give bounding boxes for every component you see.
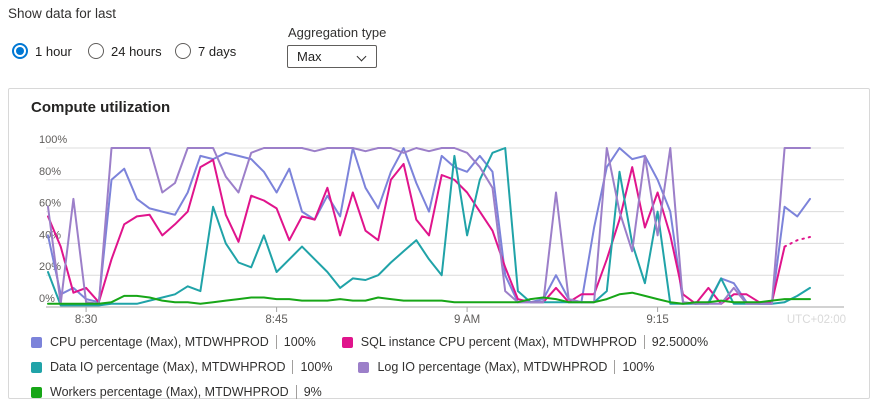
- chart-title: Compute utilization: [31, 99, 171, 116]
- legend-item-data-io[interactable]: Data IO percentage (Max), MTDWHPROD 100%: [31, 358, 332, 376]
- x-axis-label: 9:15: [646, 314, 668, 326]
- x-axis-label: 8:45: [265, 314, 287, 326]
- legend-value: 9%: [295, 385, 322, 399]
- aggregation-dropdown[interactable]: Max: [287, 45, 377, 68]
- compute-utilization-card: Compute utilization 0% 20% 40% 60% 80% 100% 8:…: [8, 88, 870, 399]
- legend-label: Data IO percentage (Max), MTDWHPROD: [50, 360, 286, 374]
- radio-button-icon[interactable]: [88, 43, 104, 59]
- legend-item-cpu-percentage[interactable]: CPU percentage (Max), MTDWHPROD 100%: [31, 333, 316, 351]
- y-axis-label: 0%: [39, 293, 55, 305]
- radio-1-hour[interactable]: 1 hour: [12, 41, 72, 61]
- legend-value: 100%: [292, 360, 332, 374]
- legend-value: 92.5000%: [643, 335, 708, 349]
- legend-item-log-io[interactable]: Log IO percentage (Max), MTDWHPROD 100%: [358, 358, 654, 376]
- data-io-series-swatch-icon: [31, 361, 42, 373]
- log-io-series-swatch-icon: [358, 361, 370, 373]
- radio-24-hours[interactable]: 24 hours: [88, 41, 162, 61]
- sql-cpu-series-swatch-icon: [341, 336, 353, 348]
- legend-value: 100%: [275, 335, 316, 349]
- aggregation-type-label: Aggregation type: [288, 25, 387, 40]
- y-axis-label: 100%: [39, 134, 67, 146]
- legend-label: CPU percentage (Max), MTDWHPROD: [50, 335, 269, 349]
- radio-7-days[interactable]: 7 days: [175, 41, 236, 61]
- x-axis-label: 9 AM: [454, 314, 480, 326]
- series-line: [47, 147, 811, 305]
- radio-label: 7 days: [198, 43, 237, 59]
- chevron-down-icon: [356, 51, 367, 62]
- radio-label: 1 hour: [35, 43, 72, 59]
- series-line: [47, 147, 811, 307]
- workers-series-swatch-icon: [31, 386, 42, 398]
- cpu-series-swatch-icon: [31, 336, 42, 348]
- timezone-label: UTC+02:00: [787, 314, 846, 326]
- series-line-projected: [783, 236, 811, 248]
- x-axis-label: 8:30: [75, 314, 97, 326]
- legend-label: Log IO percentage (Max), MTDWHPROD: [377, 360, 608, 374]
- legend-label: Workers percentage (Max), MTDWHPROD: [50, 385, 289, 399]
- series-line: [47, 147, 811, 305]
- radio-button-icon[interactable]: [12, 43, 28, 59]
- show-data-for-last-label: Show data for last: [8, 6, 117, 21]
- legend-item-workers[interactable]: Workers percentage (Max), MTDWHPROD 9%: [31, 383, 322, 401]
- radio-button-icon[interactable]: [175, 43, 191, 59]
- chart-legend: CPU percentage (Max), MTDWHPROD 100% SQL…: [31, 333, 853, 401]
- legend-value: 100%: [614, 360, 654, 374]
- series-line: [47, 291, 811, 305]
- y-axis-label: 20%: [39, 261, 61, 273]
- utilization-line-chart: 0%20%40%60%80%100%8:30 8:45 9 AM 9:15 UTC+02…: [39, 134, 846, 326]
- y-axis-label: 80%: [39, 166, 61, 178]
- legend-label: SQL instance CPU percent (Max), MTDWHPRO…: [360, 335, 637, 349]
- radio-label: 24 hours: [111, 43, 162, 59]
- legend-item-sql-instance-cpu[interactable]: SQL instance CPU percent (Max), MTDWHPRO…: [341, 333, 708, 351]
- y-axis-label: 60%: [39, 198, 61, 210]
- aggregation-selected-value: Max: [297, 49, 322, 64]
